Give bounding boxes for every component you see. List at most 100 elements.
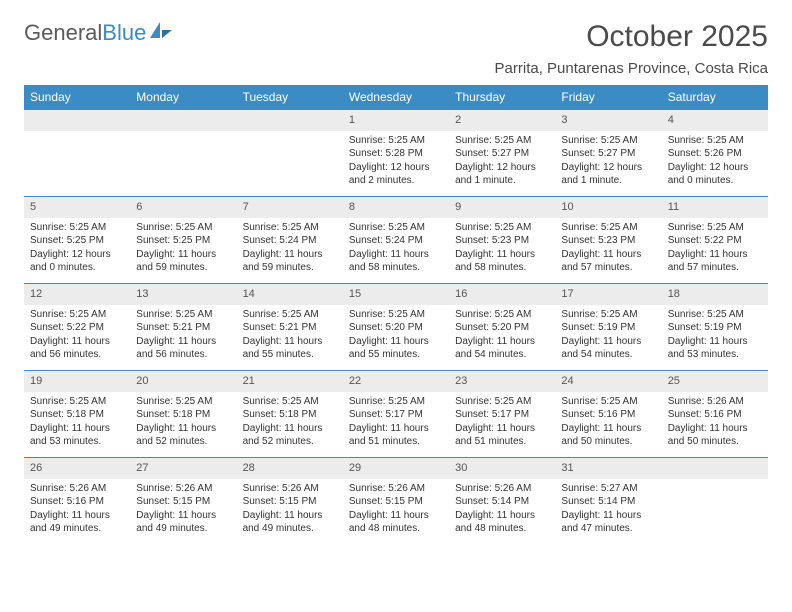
location: Parrita, Puntarenas Province, Costa Rica — [495, 60, 768, 77]
daylight-text: Daylight: 11 hours and 59 minutes. — [243, 248, 337, 275]
day-number: 2 — [449, 110, 555, 131]
sunrise-text: Sunrise: 5:27 AM — [561, 482, 655, 496]
day-number: 18 — [662, 284, 768, 305]
day-content: Sunrise: 5:26 AMSunset: 5:15 PMDaylight:… — [237, 479, 343, 540]
day-number: 28 — [237, 458, 343, 479]
logo-text-2: Blue — [102, 20, 146, 46]
day-number: 31 — [555, 458, 661, 479]
sunrise-text: Sunrise: 5:25 AM — [668, 134, 762, 148]
day-content: Sunrise: 5:25 AMSunset: 5:18 PMDaylight:… — [237, 392, 343, 453]
sunset-text: Sunset: 5:22 PM — [30, 321, 124, 335]
day-number: 17 — [555, 284, 661, 305]
daylight-text: Daylight: 12 hours and 0 minutes. — [30, 248, 124, 275]
sunrise-text: Sunrise: 5:25 AM — [455, 308, 549, 322]
day-content: Sunrise: 5:25 AMSunset: 5:23 PMDaylight:… — [449, 218, 555, 279]
sunset-text: Sunset: 5:19 PM — [668, 321, 762, 335]
sunrise-text: Sunrise: 5:25 AM — [349, 134, 443, 148]
day-content: Sunrise: 5:25 AMSunset: 5:19 PMDaylight:… — [555, 305, 661, 366]
weekday-tuesday: Tuesday — [237, 85, 343, 110]
day-number: 10 — [555, 197, 661, 218]
day-content: Sunrise: 5:25 AMSunset: 5:25 PMDaylight:… — [130, 218, 236, 279]
calendar-cell: 5Sunrise: 5:25 AMSunset: 5:25 PMDaylight… — [24, 197, 130, 284]
sunset-text: Sunset: 5:14 PM — [561, 495, 655, 509]
calendar-body: 1Sunrise: 5:25 AMSunset: 5:28 PMDaylight… — [24, 110, 768, 545]
day-content — [237, 131, 343, 178]
daylight-text: Daylight: 11 hours and 58 minutes. — [455, 248, 549, 275]
calendar-cell — [130, 110, 236, 197]
daylight-text: Daylight: 11 hours and 55 minutes. — [349, 335, 443, 362]
calendar-cell: 27Sunrise: 5:26 AMSunset: 5:15 PMDayligh… — [130, 458, 236, 545]
sunrise-text: Sunrise: 5:25 AM — [561, 134, 655, 148]
calendar-row: 12Sunrise: 5:25 AMSunset: 5:22 PMDayligh… — [24, 284, 768, 371]
calendar-cell: 6Sunrise: 5:25 AMSunset: 5:25 PMDaylight… — [130, 197, 236, 284]
day-content — [662, 479, 768, 526]
day-content: Sunrise: 5:25 AMSunset: 5:22 PMDaylight:… — [24, 305, 130, 366]
sunrise-text: Sunrise: 5:26 AM — [668, 395, 762, 409]
calendar-table: Sunday Monday Tuesday Wednesday Thursday… — [24, 85, 768, 544]
day-number — [24, 110, 130, 131]
calendar-cell: 30Sunrise: 5:26 AMSunset: 5:14 PMDayligh… — [449, 458, 555, 545]
sunset-text: Sunset: 5:25 PM — [136, 234, 230, 248]
weekday-wednesday: Wednesday — [343, 85, 449, 110]
calendar-cell: 14Sunrise: 5:25 AMSunset: 5:21 PMDayligh… — [237, 284, 343, 371]
sunrise-text: Sunrise: 5:25 AM — [455, 395, 549, 409]
day-number: 22 — [343, 371, 449, 392]
calendar-cell: 19Sunrise: 5:25 AMSunset: 5:18 PMDayligh… — [24, 371, 130, 458]
day-content: Sunrise: 5:25 AMSunset: 5:23 PMDaylight:… — [555, 218, 661, 279]
calendar-cell: 24Sunrise: 5:25 AMSunset: 5:16 PMDayligh… — [555, 371, 661, 458]
day-number — [662, 458, 768, 479]
calendar-cell: 12Sunrise: 5:25 AMSunset: 5:22 PMDayligh… — [24, 284, 130, 371]
day-content: Sunrise: 5:25 AMSunset: 5:24 PMDaylight:… — [343, 218, 449, 279]
calendar-cell: 31 Sunrise: 5:27 AMSunset: 5:14 PMDayligh… — [555, 458, 661, 545]
sunset-text: Sunset: 5:27 PM — [455, 147, 549, 161]
day-number: 21 — [237, 371, 343, 392]
daylight-text: Daylight: 11 hours and 47 minutes. — [561, 509, 655, 536]
sunset-text: Sunset: 5:15 PM — [243, 495, 337, 509]
day-number: 24 — [555, 371, 661, 392]
weekday-friday: Friday — [555, 85, 661, 110]
daylight-text: Daylight: 11 hours and 49 minutes. — [136, 509, 230, 536]
day-number: 1 — [343, 110, 449, 131]
day-number: 4 — [662, 110, 768, 131]
calendar-row: 5Sunrise: 5:25 AMSunset: 5:25 PMDaylight… — [24, 197, 768, 284]
day-number: 9 — [449, 197, 555, 218]
sunrise-text: Sunrise: 5:25 AM — [349, 395, 443, 409]
day-number: 7 — [237, 197, 343, 218]
logo-sail-icon — [148, 20, 174, 46]
sunrise-text: Sunrise: 5:25 AM — [561, 395, 655, 409]
daylight-text: Daylight: 11 hours and 48 minutes. — [455, 509, 549, 536]
sunset-text: Sunset: 5:18 PM — [243, 408, 337, 422]
logo-text-1: General — [24, 20, 102, 46]
calendar-cell: 28Sunrise: 5:26 AMSunset: 5:15 PMDayligh… — [237, 458, 343, 545]
day-content: Sunrise: 5:25 AMSunset: 5:27 PMDaylight:… — [449, 131, 555, 192]
day-content: Sunrise: 5:26 AMSunset: 5:14 PMDaylight:… — [449, 479, 555, 540]
daylight-text: Daylight: 11 hours and 51 minutes. — [349, 422, 443, 449]
daylight-text: Daylight: 11 hours and 57 minutes. — [668, 248, 762, 275]
sunset-text: Sunset: 5:21 PM — [136, 321, 230, 335]
calendar-cell: 4Sunrise: 5:25 AMSunset: 5:26 PMDaylight… — [662, 110, 768, 197]
sunset-text: Sunset: 5:27 PM — [561, 147, 655, 161]
day-number: 15 — [343, 284, 449, 305]
day-number: 19 — [24, 371, 130, 392]
sunrise-text: Sunrise: 5:25 AM — [136, 308, 230, 322]
calendar-cell: 9Sunrise: 5:25 AMSunset: 5:23 PMDaylight… — [449, 197, 555, 284]
sunset-text: Sunset: 5:15 PM — [349, 495, 443, 509]
day-content: Sunrise: 5:26 AMSunset: 5:16 PMDaylight:… — [662, 392, 768, 453]
calendar-cell — [24, 110, 130, 197]
day-content: Sunrise: 5:25 AMSunset: 5:25 PMDaylight:… — [24, 218, 130, 279]
daylight-text: Daylight: 11 hours and 54 minutes. — [561, 335, 655, 362]
sunset-text: Sunset: 5:17 PM — [349, 408, 443, 422]
sunrise-text: Sunrise: 5:25 AM — [243, 395, 337, 409]
weekday-saturday: Saturday — [662, 85, 768, 110]
calendar-cell — [662, 458, 768, 545]
day-content: Sunrise: 5:25 AMSunset: 5:20 PMDaylight:… — [449, 305, 555, 366]
day-number: 26 — [24, 458, 130, 479]
sunrise-text: Sunrise: 5:26 AM — [455, 482, 549, 496]
day-content: Sunrise: 5:25 AMSunset: 5:27 PMDaylight:… — [555, 131, 661, 192]
day-content: Sunrise: 5:25 AMSunset: 5:17 PMDaylight:… — [343, 392, 449, 453]
sunset-text: Sunset: 5:19 PM — [561, 321, 655, 335]
daylight-text: Daylight: 11 hours and 51 minutes. — [455, 422, 549, 449]
sunrise-text: Sunrise: 5:26 AM — [243, 482, 337, 496]
title-block: October 2025 Parrita, Puntarenas Provinc… — [495, 20, 768, 77]
month-title: October 2025 — [495, 20, 768, 54]
